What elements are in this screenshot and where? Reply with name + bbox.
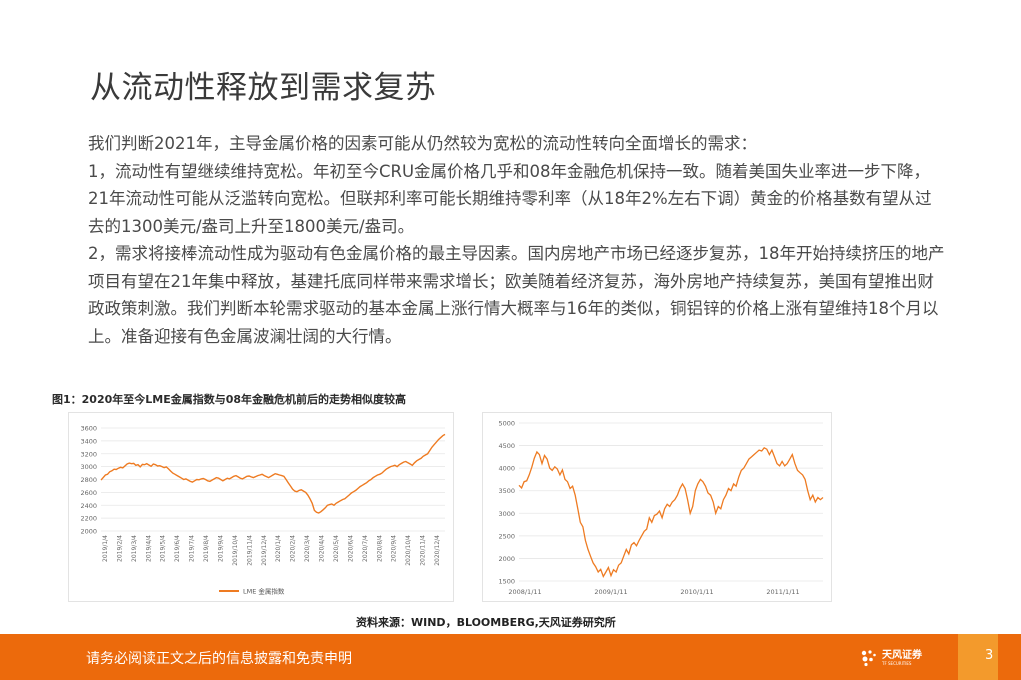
x-tick-label: 2020/5/4 — [333, 535, 340, 562]
x-tick-label: 2019/5/4 — [160, 535, 167, 562]
x-tick-label: 2019/12/4 — [261, 535, 268, 566]
x-tick-label: 2020/7/4 — [362, 535, 369, 562]
y-tick-label: 2500 — [498, 532, 515, 540]
disclaimer-link[interactable]: 请务必阅读正文之后的信息披露和免责申明 — [86, 651, 352, 667]
slide-title: 从流动性释放到需求复苏 — [90, 70, 437, 106]
y-tick-label: 2000 — [80, 528, 97, 536]
crisis-2008-chart: 1500 2000 2500 3000 3500 4000 4500 5000 2008/1/1… — [482, 412, 832, 602]
x-tick-label: 2019/6/4 — [174, 535, 181, 562]
logo-icon — [861, 650, 876, 667]
x-tick-label: 2019/11/4 — [246, 535, 253, 566]
footer-bar: 请务必阅读正文之后的信息披露和免责申明 天风证券 TF SECURITIES — [0, 634, 1021, 680]
x-tick-label: 2020/1/4 — [275, 535, 282, 562]
y-tick-label: 3400 — [80, 437, 97, 445]
x-tick-label: 2020/6/4 — [347, 535, 354, 562]
y-tick-label: 2800 — [80, 476, 97, 484]
x-tick-label: 2019/10/4 — [232, 535, 239, 566]
y-tick-label: 2000 — [498, 555, 515, 563]
y-tick-label: 2600 — [80, 489, 97, 497]
body-text: 我们判断2021年，主导金属价格的因素可能从仍然较为宽松的流动性转向全面增长的需… — [88, 130, 948, 350]
x-tick-label: 2020/2/4 — [290, 535, 297, 562]
series-line-lme — [100, 433, 446, 514]
paragraph-intro: 我们判断2021年，主导金属价格的因素可能从仍然较为宽松的流动性转向全面增长的需… — [88, 134, 757, 153]
x-tick-label: 2019/2/4 — [116, 535, 123, 562]
x-tick-label: 2020/10/4 — [405, 535, 412, 566]
y-tick-label: 2400 — [80, 502, 97, 510]
y-tick-label: 4500 — [498, 442, 515, 450]
legend-label: LME 金属指数 — [243, 587, 285, 596]
paragraph-liquidity: 1，流动性有望继续维持宽松。年初至今CRU金属价格几乎和08年金融危机保持一致。… — [88, 161, 932, 236]
figure-title: 图1：2020年至今LME金属指数与08年金融危机前后的走势相似度较高 — [52, 393, 407, 406]
paragraph-demand: 2，需求将接棒流动性成为驱动有色金属价格的最主导因素。国内房地产市场已经逐步复苏… — [88, 244, 945, 346]
x-tick-label: 2020/11/4 — [420, 535, 427, 566]
logo-subtext: TF SECURITIES — [882, 660, 912, 666]
x-tick-label: 2020/12/4 — [434, 535, 441, 566]
source-note: 资料来源：WIND，BLOOMBERG,天风证券研究所 — [356, 616, 616, 629]
x-tick-label: 2019/4/4 — [145, 535, 152, 562]
y-tick-label: 3200 — [80, 450, 97, 458]
y-tick-label: 3500 — [498, 487, 515, 495]
x-tick-label: 2019/3/4 — [131, 535, 138, 562]
y-tick-label: 3600 — [80, 425, 97, 433]
x-tick-label: 2020/8/4 — [376, 535, 383, 562]
x-tick-label: 2010/1/11 — [680, 588, 713, 596]
x-tick-label: 2019/9/4 — [217, 535, 224, 562]
x-tick-label: 2009/1/11 — [594, 588, 627, 596]
logo-text: 天风证券 — [882, 649, 922, 661]
x-tick-label: 2019/8/4 — [203, 535, 210, 562]
y-tick-label: 2200 — [80, 515, 97, 523]
x-tick-label: 2020/9/4 — [391, 535, 398, 562]
page-number: 3 — [985, 648, 994, 663]
y-tick-label: 3000 — [498, 510, 515, 518]
y-tick-label: 5000 — [498, 420, 515, 428]
y-tick-label: 3000 — [80, 463, 97, 471]
x-tick-label: 2019/7/4 — [189, 535, 196, 562]
x-tick-label: 2019/1/4 — [102, 535, 109, 562]
page-badge — [958, 634, 998, 680]
series-line-2008 — [518, 446, 824, 579]
y-tick-label: 1500 — [498, 578, 515, 586]
company-logo: 天风证券 TF SECURITIES — [860, 648, 922, 668]
crisis-2008-chart-svg: 1500 2000 2500 3000 3500 4000 4500 5000 2008/1/1… — [498, 420, 824, 596]
x-tick-label: 2020/3/4 — [304, 535, 311, 562]
lme-index-chart: 2000 2200 2400 2600 2800 3000 3200 3400 3600 2019… — [68, 412, 454, 602]
x-tick-label: 2011/1/11 — [766, 588, 799, 596]
y-tick-label: 4000 — [498, 465, 515, 473]
x-tick-label: 2020/4/4 — [319, 535, 326, 562]
x-tick-label: 2008/1/11 — [508, 588, 541, 596]
lme-index-chart-svg: 2000 2200 2400 2600 2800 3000 3200 3400 3600 2019… — [80, 425, 446, 596]
